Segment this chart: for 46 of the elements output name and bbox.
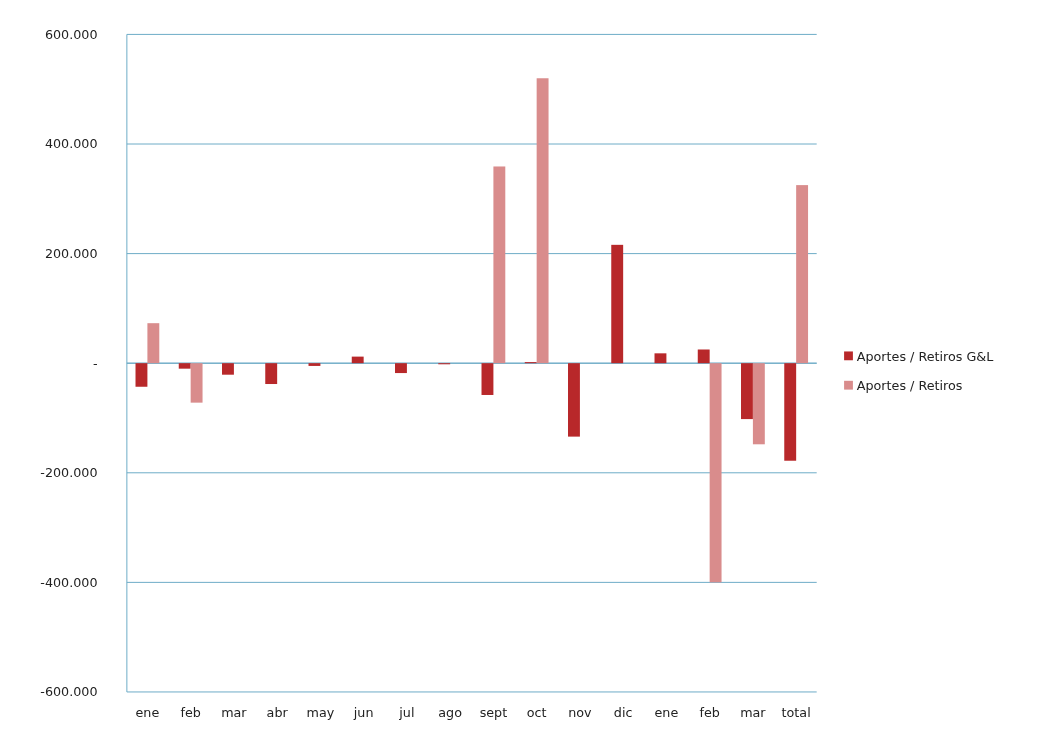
x-tick-label: feb [699,705,720,721]
x-tick-label: sept [479,705,508,721]
bar [308,363,321,366]
x-tick-label: ene [654,705,679,721]
x-tick-label: ene [135,705,160,721]
bar [493,166,506,364]
x-tick-label: oct [526,705,547,721]
x-tick-label: may [306,705,335,721]
bar [568,363,580,437]
x-tick-label: ago [438,705,463,721]
x-tick-label: mar [221,705,248,721]
bar [536,78,549,364]
bar [351,356,364,364]
bar [654,353,667,364]
bar [395,363,407,374]
bar [709,363,722,583]
y-tick-label: -400.000 [40,574,98,590]
bar [796,185,809,364]
y-tick-label: -600.000 [40,684,98,700]
y-tick-label: - [92,355,98,371]
x-tick-label: nov [568,705,593,721]
bar [741,363,753,420]
bar [135,363,148,387]
legend-label: Aportes / Retiros G&L [856,348,995,364]
x-tick-label: abr [266,705,289,721]
bar [481,363,494,395]
x-tick-label: jun [352,705,374,721]
bar [178,363,191,369]
x-tick-label: mar [740,705,767,721]
x-tick-label: feb [180,705,201,721]
bar [752,363,765,445]
y-tick-label: -200.000 [40,465,98,481]
legend-label: Aportes / Retiros [856,378,963,394]
bar [611,244,624,364]
bar [147,323,160,364]
y-tick-label: 400.000 [44,136,98,152]
x-tick-label: total [781,705,811,721]
y-tick-label: 200.000 [44,246,98,262]
x-tick-label: dic [613,705,633,721]
y-tick-label: 600.000 [44,26,98,42]
bar [265,363,278,385]
bar [222,363,234,375]
x-tick-label: jul [398,705,415,721]
bar [190,363,203,403]
bar [784,363,797,461]
bar [697,349,710,364]
